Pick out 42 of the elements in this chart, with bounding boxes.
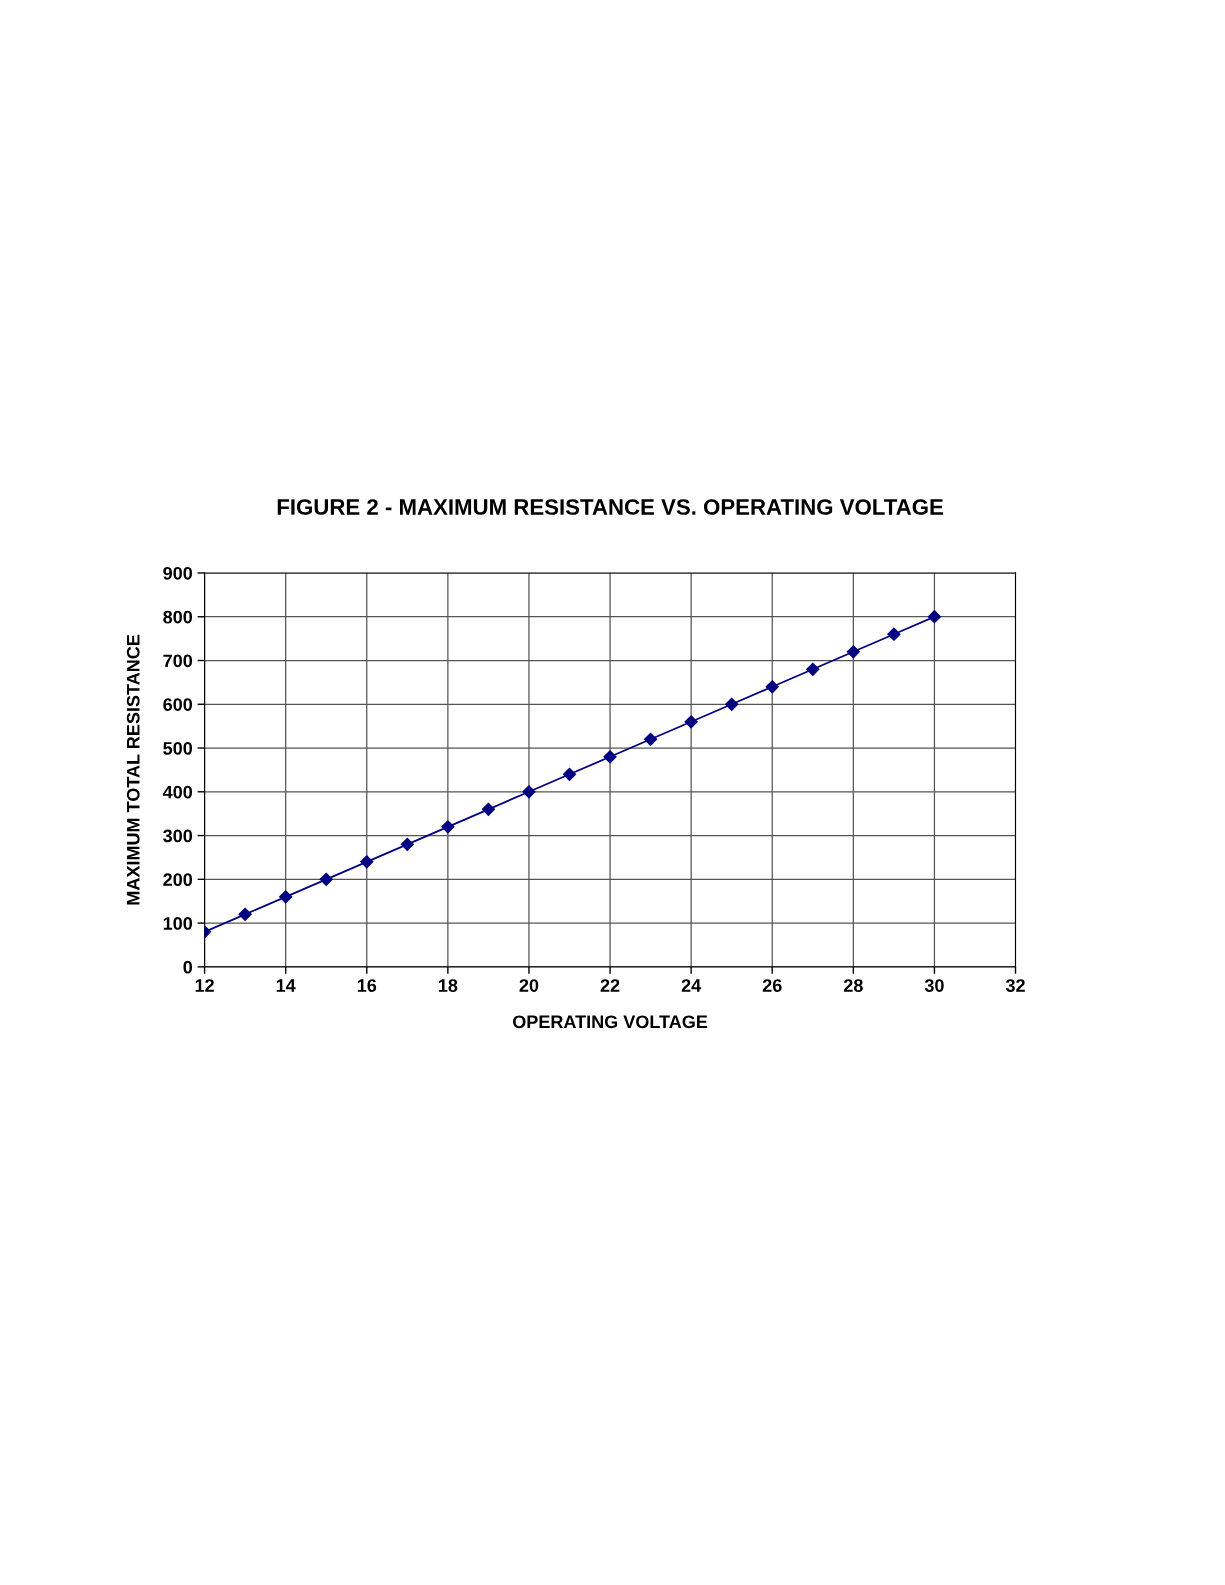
y-tick-label: 100 — [163, 917, 193, 930]
point — [765, 680, 779, 694]
point — [806, 662, 820, 676]
point — [360, 855, 374, 869]
point — [603, 750, 617, 764]
point — [927, 610, 942, 624]
y-tick-label: 800 — [163, 610, 193, 624]
y-tick-label: 700 — [163, 654, 193, 668]
point — [684, 715, 698, 729]
y-axis-title: MAXIMUM TOTAL RESISTANCE — [126, 634, 140, 905]
point — [481, 802, 495, 816]
x-tick-label: 12 — [195, 979, 214, 992]
x-tick-label: 30 — [924, 979, 944, 992]
x-tick-label: 22 — [600, 979, 620, 992]
y-tick-label: 200 — [163, 873, 193, 887]
point — [400, 837, 414, 851]
y-tick-label: 300 — [163, 829, 193, 843]
point — [562, 767, 577, 781]
x-tick-label: 24 — [681, 979, 702, 992]
point — [725, 697, 739, 711]
x-tick-label: 26 — [762, 979, 782, 992]
point — [522, 785, 536, 799]
y-tick-label: 400 — [162, 785, 193, 799]
point — [238, 907, 252, 921]
x-tick-label: 20 — [519, 979, 539, 992]
point — [887, 627, 901, 641]
y-tick-label: 600 — [163, 698, 193, 711]
chart-title: FIGURE 2 - MAXIMUM RESISTANCE VS. OPERATING VOLTAGE — [277, 499, 943, 515]
x-tick-label: 16 — [357, 979, 377, 992]
x-axis-title: OPERATING VOLTAGE — [512, 1015, 708, 1029]
point — [319, 872, 333, 886]
x-tick-label: 18 — [438, 979, 458, 992]
x-tick-label: 32 — [1005, 979, 1025, 992]
point — [644, 732, 658, 746]
y-tick-label: 900 — [163, 566, 193, 580]
x-tick-label: 14 — [276, 979, 296, 992]
y-tick-label: 0 — [183, 960, 193, 974]
point — [441, 820, 455, 834]
x-tick-label: 28 — [843, 979, 863, 992]
point — [846, 645, 860, 659]
point — [279, 890, 293, 904]
y-tick-label: 500 — [163, 741, 193, 755]
